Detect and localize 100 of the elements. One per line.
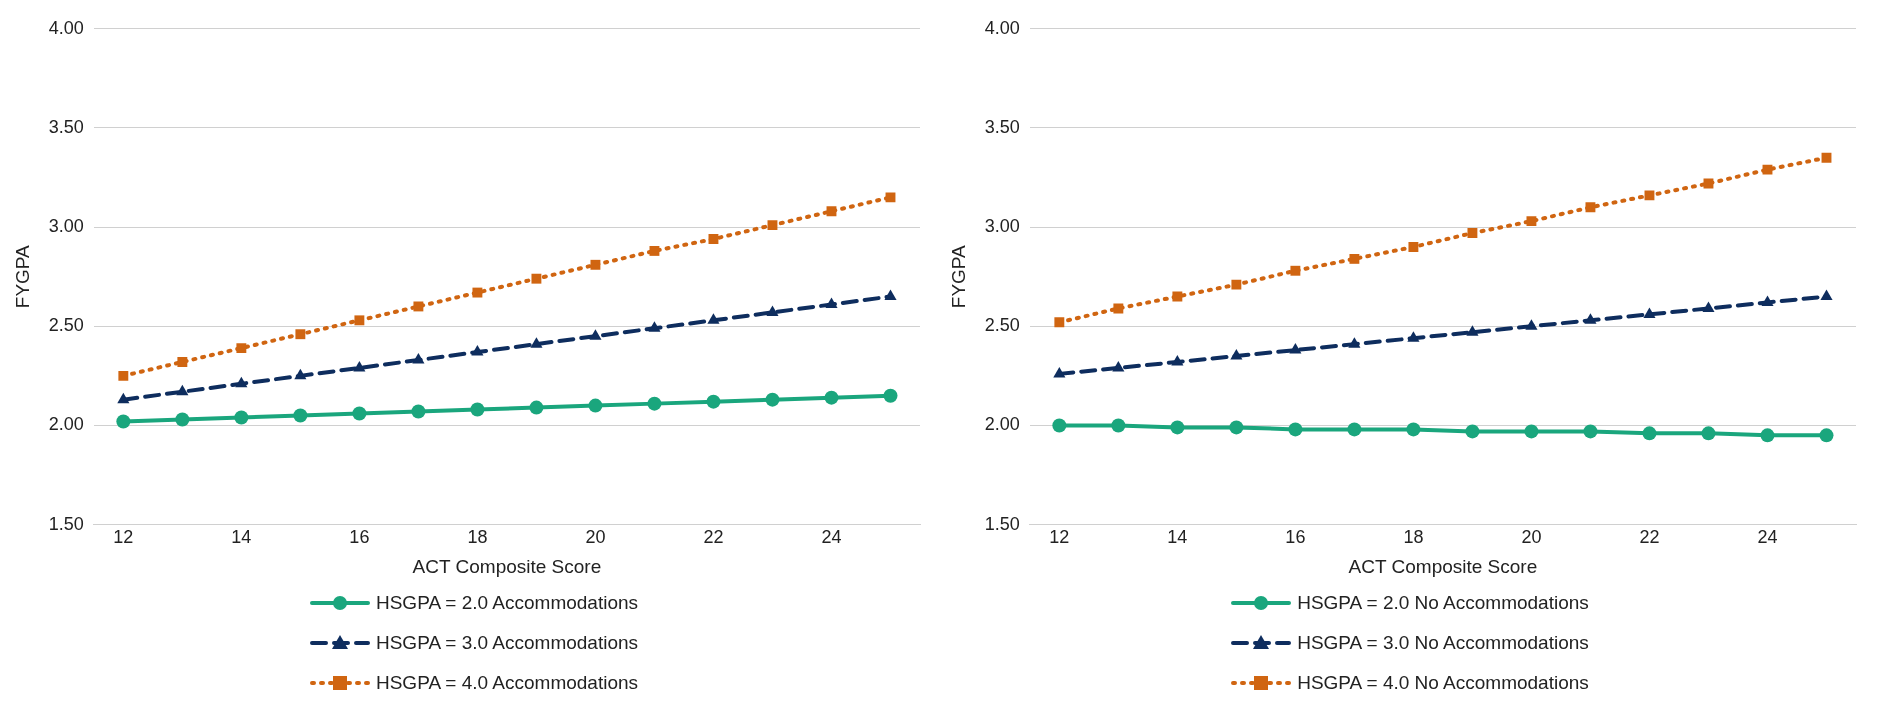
x-tick-label: 24 [821, 527, 842, 548]
point [708, 234, 719, 244]
y-tick-label: 2.50 [48, 315, 84, 336]
point [529, 400, 544, 415]
point [883, 388, 898, 403]
point [1170, 420, 1185, 435]
point [412, 352, 425, 364]
point [825, 297, 838, 308]
y-tick-label: 3.50 [48, 116, 84, 137]
point [826, 206, 837, 217]
legend-label: HSGPA = 3.0 Accommodations [375, 632, 639, 654]
x-tick-label: 14 [1167, 527, 1188, 548]
point [118, 370, 129, 381]
point [648, 321, 661, 332]
y-tick-label: 2.00 [48, 414, 84, 435]
point [470, 402, 485, 417]
point [707, 313, 720, 324]
point [588, 398, 603, 413]
point [1231, 279, 1242, 290]
point [1054, 317, 1065, 328]
y-tick-label: 3.50 [984, 116, 1020, 137]
point [589, 329, 602, 340]
x-tick-label: 18 [1403, 527, 1424, 548]
x-tick-label: 20 [585, 527, 606, 548]
legend-label: HSGPA = 2.0 No Accommodations [1297, 592, 1589, 614]
point [1406, 422, 1421, 437]
x-tick-label: 22 [703, 527, 724, 548]
point [1229, 420, 1244, 435]
point [1584, 313, 1597, 324]
point [176, 384, 189, 396]
y-tick-label: 1.50 [48, 513, 84, 534]
point [531, 273, 542, 284]
x-tick-label: 20 [1521, 527, 1542, 548]
point [590, 259, 601, 270]
x-tick-label: 22 [1639, 527, 1660, 548]
point [1347, 422, 1362, 437]
point [234, 410, 249, 425]
y-tick-label: 4.00 [984, 17, 1020, 38]
x-tick-label: 24 [1757, 527, 1778, 548]
point [1642, 426, 1657, 441]
y-tick-label: 3.00 [984, 216, 1020, 237]
legend-label: HSGPA = 3.0 No Accommodations [1297, 632, 1589, 654]
x-tick-label: 14 [231, 527, 252, 548]
point [765, 392, 780, 407]
point [1821, 152, 1832, 163]
y-tick-label: 1.50 [984, 513, 1020, 534]
point [767, 220, 778, 231]
point [1762, 164, 1773, 175]
point [647, 396, 662, 411]
point [235, 376, 248, 388]
x-axis-title: ACT Composite Score [412, 555, 602, 577]
point [885, 192, 896, 203]
y-axis-title: FYGPA [947, 244, 969, 309]
point [354, 315, 365, 326]
point [1525, 319, 1538, 330]
legend-label: HSGPA = 4.0 No Accommodations [1297, 672, 1589, 694]
y-axis-title: FYGPA [11, 244, 33, 309]
point [1466, 325, 1479, 336]
point [177, 357, 188, 367]
point [649, 245, 660, 256]
point [116, 414, 131, 429]
point [1288, 422, 1303, 437]
point [530, 337, 543, 348]
point [472, 287, 483, 298]
point [413, 301, 424, 312]
point [1349, 253, 1360, 264]
point [1172, 291, 1183, 302]
point [1583, 424, 1598, 439]
point [1585, 202, 1596, 213]
point [1052, 418, 1067, 433]
point [1701, 426, 1716, 441]
point [411, 404, 426, 419]
point [1524, 424, 1539, 439]
point [236, 343, 247, 354]
point [471, 345, 484, 356]
point [1289, 343, 1302, 354]
point [1644, 190, 1655, 201]
point [117, 392, 130, 404]
point [1819, 428, 1834, 443]
point [1760, 428, 1775, 443]
point [1230, 349, 1243, 360]
point [1465, 424, 1480, 439]
point [706, 394, 721, 409]
point [1290, 265, 1301, 276]
point [352, 406, 367, 421]
legend-label: HSGPA = 2.0 Accommodations [375, 592, 639, 614]
point [1407, 331, 1420, 342]
y-tick-label: 4.00 [48, 17, 84, 38]
point [1702, 301, 1715, 312]
y-tick-label: 2.50 [984, 315, 1020, 336]
point [1526, 216, 1537, 227]
point [1348, 337, 1361, 348]
legend-label: HSGPA = 4.0 Accommodations [375, 672, 639, 694]
x-tick-label: 16 [1285, 527, 1306, 548]
point [353, 360, 366, 372]
point [295, 329, 306, 340]
x-tick-label: 12 [113, 527, 134, 548]
point [884, 289, 897, 301]
point [1053, 366, 1066, 378]
point [294, 368, 307, 380]
